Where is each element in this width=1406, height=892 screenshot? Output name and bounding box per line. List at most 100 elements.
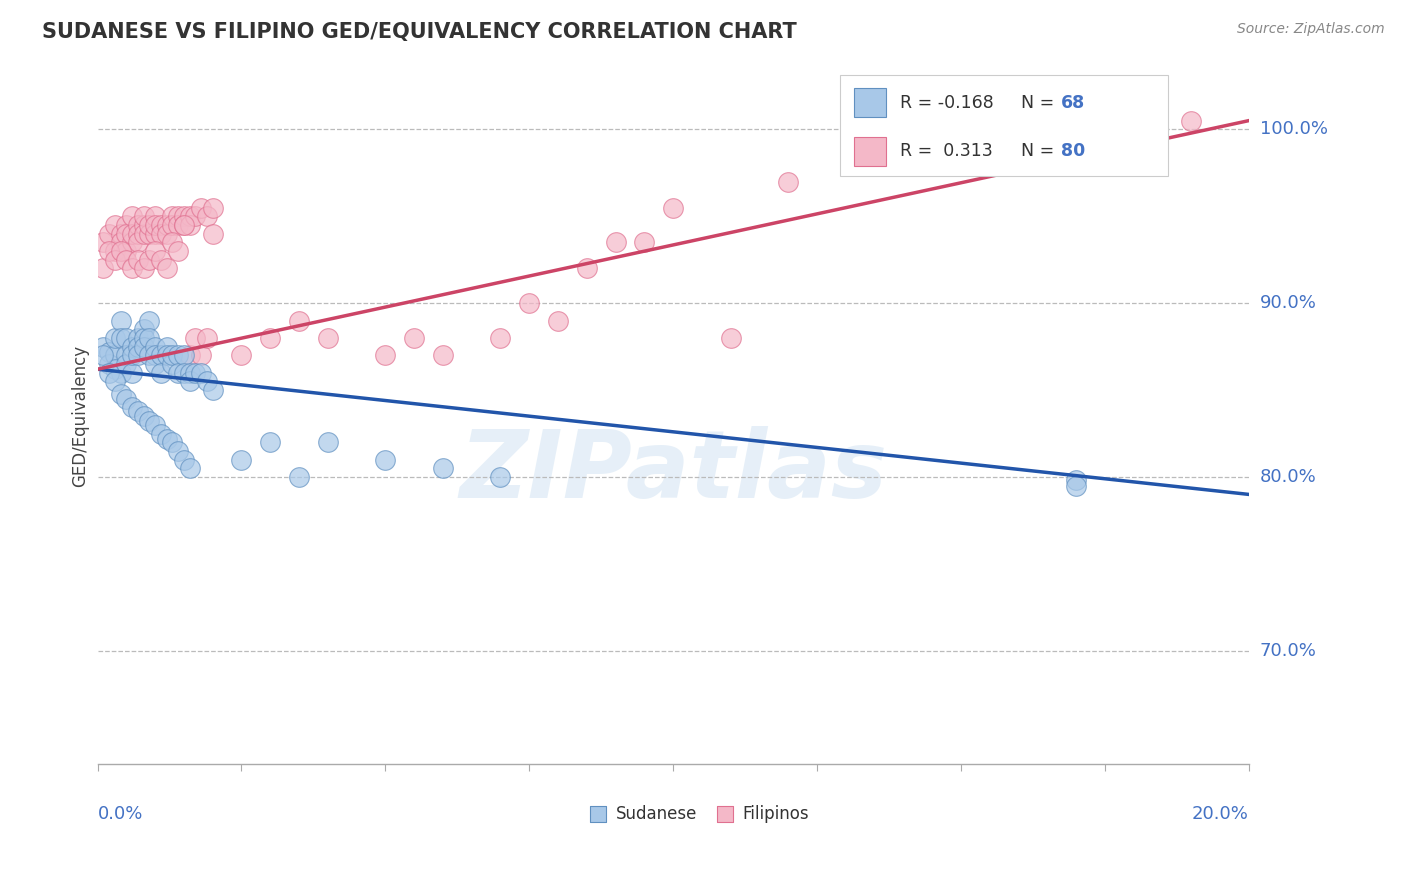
- Point: [162, 435, 184, 450]
- Text: N =: N =: [1021, 142, 1060, 161]
- Point: [138, 252, 160, 267]
- Point: [190, 366, 212, 380]
- Point: [110, 386, 132, 401]
- Point: [1007, 140, 1029, 154]
- Point: [149, 426, 172, 441]
- Point: [127, 235, 149, 250]
- Point: [127, 340, 149, 354]
- Point: [143, 348, 166, 362]
- Point: [179, 366, 201, 380]
- Point: [288, 470, 311, 484]
- Text: N =: N =: [1021, 94, 1060, 112]
- Point: [231, 348, 253, 362]
- Point: [167, 209, 190, 223]
- Point: [259, 331, 281, 345]
- Point: [121, 340, 143, 354]
- Point: [138, 414, 160, 428]
- Point: [489, 470, 512, 484]
- Point: [138, 313, 160, 327]
- Point: [201, 227, 224, 241]
- Point: [98, 357, 121, 371]
- Point: [201, 383, 224, 397]
- Point: [374, 348, 396, 362]
- Point: [891, 157, 914, 171]
- Point: [91, 348, 114, 362]
- Point: [127, 227, 149, 241]
- Point: [179, 348, 201, 362]
- Point: [132, 322, 155, 336]
- Point: [91, 261, 114, 276]
- Point: [316, 331, 339, 345]
- Point: [167, 218, 190, 232]
- Point: [547, 313, 569, 327]
- Point: [115, 252, 138, 267]
- Point: [121, 348, 143, 362]
- Point: [179, 461, 201, 475]
- Point: [149, 348, 172, 362]
- Text: R = -0.168: R = -0.168: [900, 94, 994, 112]
- Point: [231, 452, 253, 467]
- Point: [104, 375, 127, 389]
- Point: [316, 435, 339, 450]
- Point: [1064, 479, 1087, 493]
- Point: [288, 313, 311, 327]
- Point: [115, 218, 138, 232]
- Point: [179, 375, 201, 389]
- Point: [156, 218, 179, 232]
- Point: [121, 366, 143, 380]
- Point: [156, 340, 179, 354]
- Point: [104, 348, 127, 362]
- Point: [98, 344, 121, 359]
- Point: [132, 331, 155, 345]
- Point: [720, 331, 742, 345]
- Point: [156, 348, 179, 362]
- Point: [115, 244, 138, 258]
- Point: [156, 261, 179, 276]
- Point: [1122, 122, 1144, 136]
- Point: [115, 392, 138, 406]
- Point: [143, 218, 166, 232]
- Point: [432, 461, 454, 475]
- Point: [778, 174, 800, 188]
- Point: [156, 227, 179, 241]
- Point: [633, 235, 655, 250]
- Point: [162, 235, 184, 250]
- Point: [127, 252, 149, 267]
- Point: [138, 331, 160, 345]
- Point: [104, 252, 127, 267]
- Point: [404, 331, 426, 345]
- Point: [201, 201, 224, 215]
- Point: [517, 296, 540, 310]
- Point: [162, 348, 184, 362]
- Point: [195, 331, 218, 345]
- Point: [179, 209, 201, 223]
- Point: [173, 452, 195, 467]
- Text: 90.0%: 90.0%: [1260, 294, 1316, 312]
- Point: [173, 209, 195, 223]
- Point: [143, 209, 166, 223]
- Point: [104, 244, 127, 258]
- Text: Filipinos: Filipinos: [742, 805, 808, 823]
- Point: [184, 331, 207, 345]
- Point: [132, 340, 155, 354]
- Point: [167, 348, 190, 362]
- Point: [432, 348, 454, 362]
- Text: R =  0.313: R = 0.313: [900, 142, 993, 161]
- Point: [259, 435, 281, 450]
- Point: [179, 218, 201, 232]
- Point: [110, 244, 132, 258]
- Text: Source: ZipAtlas.com: Source: ZipAtlas.com: [1237, 22, 1385, 37]
- Point: [143, 244, 166, 258]
- Point: [98, 227, 121, 241]
- Point: [195, 375, 218, 389]
- Point: [127, 348, 149, 362]
- Point: [127, 404, 149, 418]
- Text: ZIPatlas: ZIPatlas: [458, 425, 887, 517]
- Point: [143, 227, 166, 241]
- Point: [374, 452, 396, 467]
- Text: 70.0%: 70.0%: [1260, 642, 1316, 660]
- Y-axis label: GED/Equivalency: GED/Equivalency: [72, 345, 89, 487]
- Point: [605, 235, 627, 250]
- Point: [1180, 113, 1202, 128]
- Point: [156, 432, 179, 446]
